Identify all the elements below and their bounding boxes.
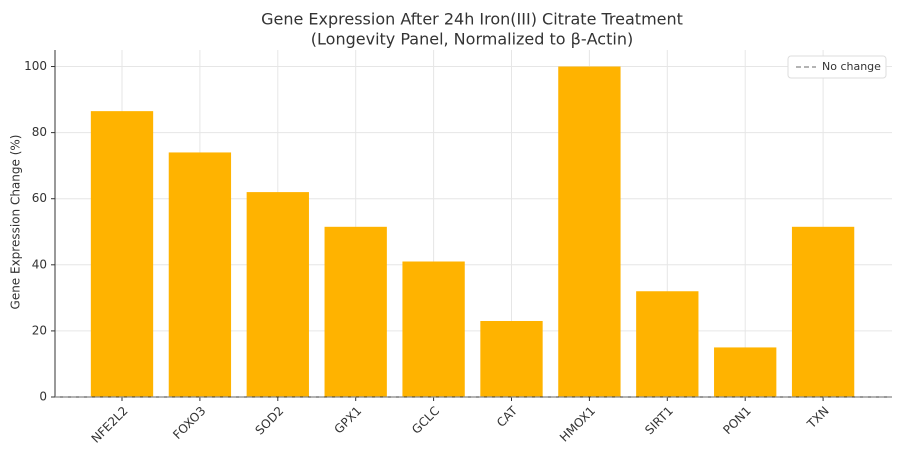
bar xyxy=(246,192,309,397)
y-tick-label: 0 xyxy=(39,390,47,404)
x-tick-label: FOXO3 xyxy=(170,404,208,442)
x-tick-label: PON1 xyxy=(720,404,753,437)
x-tick-label: GCLC xyxy=(409,404,442,437)
x-tick-label: TXN xyxy=(804,404,832,432)
bar xyxy=(636,291,699,397)
y-tick-label: 100 xyxy=(24,59,47,73)
x-tick-label: SIRT1 xyxy=(642,404,676,438)
x-tick-label: NFE2L2 xyxy=(89,404,131,446)
chart-subtitle: (Longevity Panel, Normalized to β-Actin) xyxy=(311,30,633,49)
y-axis-label: Gene Expression Change (%) xyxy=(9,135,23,310)
bar xyxy=(480,320,543,397)
x-tick-label: GPX1 xyxy=(331,404,364,437)
x-tick-label: CAT xyxy=(494,403,521,430)
bar xyxy=(324,226,387,397)
bar xyxy=(90,111,154,397)
x-tick-label: HMOX1 xyxy=(557,404,598,445)
y-tick-label: 20 xyxy=(32,323,47,337)
y-tick-label: 40 xyxy=(32,257,47,271)
bar xyxy=(791,226,855,397)
legend-label: No change xyxy=(822,60,881,73)
y-tick-label: 80 xyxy=(32,125,47,139)
bar xyxy=(168,152,232,397)
bar xyxy=(714,347,777,397)
chart-title: Gene Expression After 24h Iron(III) Citr… xyxy=(261,10,683,29)
bar xyxy=(558,66,621,398)
x-tick-label: SOD2 xyxy=(252,404,286,438)
y-tick-label: 60 xyxy=(32,191,47,205)
legend-box xyxy=(787,55,887,79)
bar xyxy=(402,261,465,397)
